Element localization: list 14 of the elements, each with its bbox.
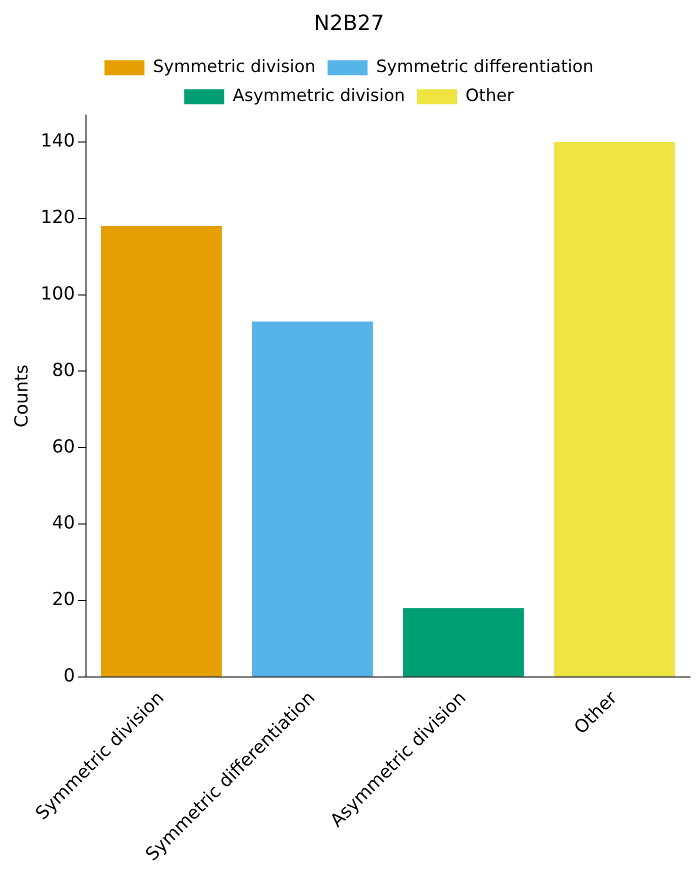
legend-label: Other: [466, 86, 514, 106]
y-tick-label: 40: [52, 512, 75, 534]
legend-label: Symmetric differentiation: [376, 57, 594, 78]
y-tick-label: 60: [52, 436, 75, 458]
legend-label: Asymmetric division: [232, 86, 406, 106]
chart-title: N2B27: [314, 11, 384, 36]
y-tick-label: 20: [52, 589, 75, 610]
y-tick-label: 0: [64, 666, 75, 687]
y-tick-label: 120: [40, 207, 75, 228]
y-tick-label: 100: [40, 283, 75, 304]
y-axis-title: Counts: [11, 364, 32, 428]
y-tick-label: 140: [40, 130, 75, 152]
legend-label: Symmetric division: [152, 57, 316, 78]
y-tick-label: 80: [52, 360, 75, 381]
